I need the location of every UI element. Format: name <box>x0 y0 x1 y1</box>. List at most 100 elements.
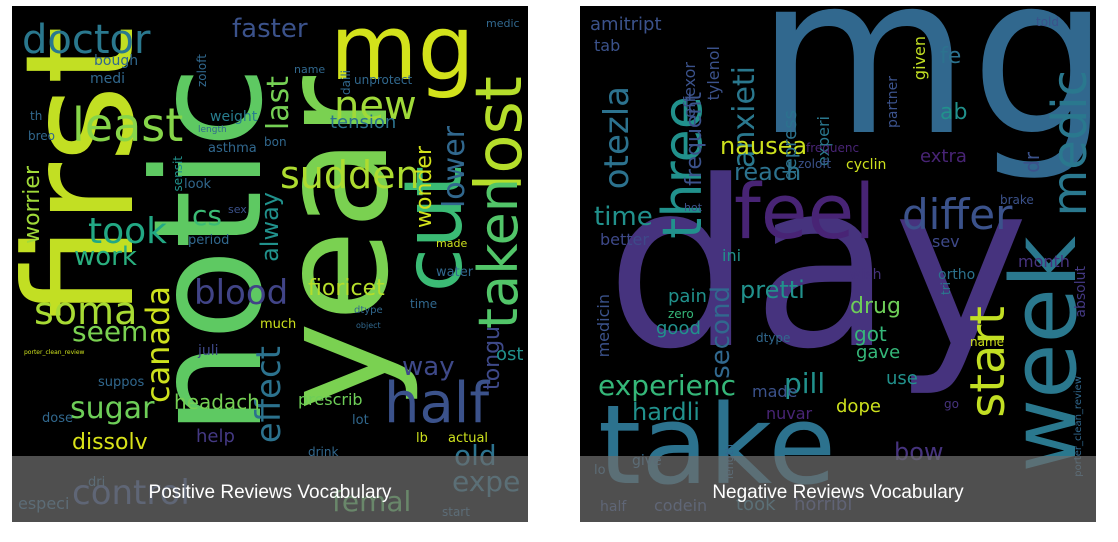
word: th <box>30 109 43 123</box>
word: experienc <box>598 369 736 402</box>
word: zoloft <box>798 157 832 171</box>
word: last <box>261 76 296 131</box>
word: pain <box>668 286 707 307</box>
word: second <box>706 286 736 379</box>
word: blood <box>194 273 289 313</box>
word: feel <box>734 167 876 256</box>
word: drug <box>850 294 901 319</box>
word: cs <box>192 199 222 232</box>
word: dose <box>42 411 73 426</box>
positive-caption: Positive Reviews Vocabulary <box>148 482 392 503</box>
word: taken <box>467 178 528 330</box>
word: wish <box>850 267 882 283</box>
word: drink <box>308 445 339 459</box>
word: frequenc <box>806 141 860 155</box>
word: wonder <box>412 146 437 228</box>
word: dope <box>836 396 881 417</box>
word: got <box>854 322 887 346</box>
word: mg <box>756 6 1096 184</box>
word: seem <box>72 315 149 348</box>
word: length <box>198 125 227 135</box>
word: faster <box>232 14 308 44</box>
word: medicin <box>594 294 613 358</box>
word: made <box>436 237 468 250</box>
caption-bar <box>12 456 528 522</box>
word: zero <box>668 307 694 321</box>
word: doctor <box>22 17 151 63</box>
word: object <box>356 321 381 330</box>
negative-wordcloud: day mg take week feel differ start three… <box>580 6 1096 522</box>
word: suppos <box>98 375 145 390</box>
word: start <box>960 306 1016 418</box>
word: tab <box>594 36 621 55</box>
word: otezla <box>597 86 637 190</box>
word: zoloft <box>195 54 209 88</box>
word: gave <box>856 342 901 363</box>
word: nuvar <box>766 404 813 423</box>
word: half <box>384 371 490 436</box>
word: told <box>1036 15 1059 29</box>
word: medic <box>1042 70 1096 217</box>
word: tri <box>939 282 953 295</box>
word: new <box>334 83 417 129</box>
word: bon <box>264 135 287 149</box>
word: name <box>970 335 1005 349</box>
word: brake <box>1000 193 1034 207</box>
word: way <box>402 352 455 382</box>
word: fioricet <box>308 276 385 301</box>
word: soma <box>34 289 138 333</box>
negative-caption: Negative Reviews Vocabulary <box>712 482 964 503</box>
word: ab <box>940 100 968 125</box>
word: nausea <box>720 132 808 160</box>
word: differ <box>902 190 1013 239</box>
word: hot <box>684 201 703 214</box>
word: tylenol <box>704 46 723 101</box>
word: breo <box>28 129 56 143</box>
word: reach <box>734 158 802 186</box>
word: ini <box>722 246 742 265</box>
word: actual <box>448 431 489 446</box>
word: unprotect <box>354 73 413 87</box>
caption-bar <box>580 456 1096 522</box>
word: weight <box>210 109 258 125</box>
word: pretti <box>740 276 805 304</box>
word: time <box>410 297 438 311</box>
word: water <box>436 265 474 280</box>
word: bough <box>94 53 139 69</box>
word: dissolv <box>72 430 148 455</box>
word: dtype <box>756 331 791 345</box>
word: cyclin <box>846 157 887 173</box>
word: ortho <box>938 267 976 283</box>
word: month <box>1018 252 1070 271</box>
word: juli <box>198 343 219 359</box>
word: amitript <box>590 14 662 35</box>
word: lot <box>352 413 369 428</box>
word: sudden <box>280 153 420 197</box>
word: go <box>944 397 959 411</box>
word: made <box>752 382 798 401</box>
word: alway <box>256 192 284 262</box>
word: hardli <box>632 398 700 426</box>
word: least <box>72 98 184 152</box>
word: headach <box>174 390 260 414</box>
positive-wordcloud: first notic year mg cut lost taken half … <box>12 6 528 522</box>
word: much <box>260 317 297 332</box>
word: use <box>886 368 918 389</box>
word: sensit <box>171 156 185 192</box>
word: prescrib <box>298 390 363 409</box>
word: fe <box>940 44 962 69</box>
word: porter_clean_review <box>24 349 85 356</box>
word: day <box>606 133 1030 400</box>
word: sev <box>932 232 960 251</box>
word: extra <box>920 146 967 167</box>
word: took <box>88 211 168 252</box>
word: pill <box>784 367 826 400</box>
word: worrier <box>20 166 45 244</box>
word: mg <box>330 6 475 101</box>
word: look <box>184 177 212 192</box>
word: given <box>910 36 929 81</box>
word: lower <box>437 126 472 209</box>
word: medi <box>90 71 126 87</box>
word: time <box>594 202 653 232</box>
word: name <box>294 63 326 76</box>
